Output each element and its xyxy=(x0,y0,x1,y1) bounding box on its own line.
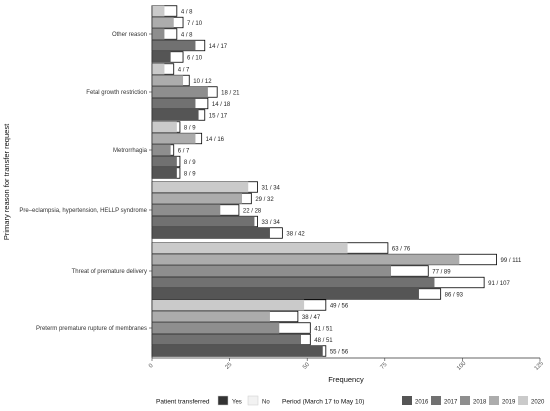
bar-transferred xyxy=(152,63,165,75)
legend-swatch xyxy=(431,396,441,405)
bar-value-label: 49 / 56 xyxy=(330,304,349,310)
bar-transferred xyxy=(152,109,199,121)
bar-value-label: 29 / 32 xyxy=(255,197,274,203)
bar-value-label: 6 / 10 xyxy=(187,56,203,62)
bar-value-label: 18 / 21 xyxy=(221,91,240,97)
x-tick-label: 50 xyxy=(302,361,311,370)
legend-swatch xyxy=(247,395,259,406)
bar-transferred xyxy=(152,288,419,300)
y-axis-ticks: Other reason Fetal growth restriction Metr… xyxy=(19,32,152,332)
bar-transferred xyxy=(152,345,323,357)
bar-transferred xyxy=(152,265,392,277)
legend-period-items: 2016 2017 2018 2019 2020 xyxy=(402,396,545,406)
bar-value-label: 14 / 18 xyxy=(212,102,231,108)
bars-layer xyxy=(151,5,497,357)
legend-swatch xyxy=(489,396,499,405)
bar-transferred xyxy=(152,299,305,311)
bar-transferred xyxy=(152,75,184,86)
legend-label: Yes xyxy=(232,400,242,406)
bar-value-label: 99 / 111 xyxy=(501,258,522,264)
bar-value-label: 8 / 9 xyxy=(184,126,196,132)
bar-transferred xyxy=(152,51,171,63)
legend-transferred-title: Patient transferred xyxy=(156,399,210,406)
bar-value-label: 86 / 93 xyxy=(445,293,464,299)
legend-label: 2019 xyxy=(502,400,516,406)
bar-value-label: 14 / 16 xyxy=(206,137,225,143)
bar-transferred xyxy=(152,277,435,288)
bar-value-label: 6 / 7 xyxy=(178,149,190,155)
legend-transferred-items: Yes No xyxy=(217,395,270,406)
bar-transferred xyxy=(152,86,208,98)
bar-transferred xyxy=(152,181,249,193)
y-tick-label: Other reason xyxy=(112,32,147,38)
bar-value-label: 77 / 89 xyxy=(432,270,451,276)
bar-value-label: 33 / 34 xyxy=(262,220,281,226)
bar-transferred xyxy=(152,5,165,17)
bar-value-label: 48 / 51 xyxy=(314,338,333,344)
bar-transferred xyxy=(152,311,270,322)
bar-value-label: 10 / 12 xyxy=(193,79,212,85)
x-tick-label: 100 xyxy=(456,360,468,372)
legend: Patient transferred Yes No Period (March … xyxy=(156,395,545,406)
bar-value-label: 55 / 56 xyxy=(330,350,349,356)
bar-transferred xyxy=(152,40,196,51)
x-tick-label: 25 xyxy=(224,361,233,370)
bar-value-label: 41 / 51 xyxy=(314,327,333,333)
bar-value-label: 31 / 34 xyxy=(262,186,281,192)
y-tick-label: Preterm premature rupture of membranes xyxy=(36,326,147,332)
legend-swatch xyxy=(217,395,229,406)
bar-transferred xyxy=(152,133,196,144)
legend-swatch xyxy=(460,396,470,405)
bar-value-label: 7 / 10 xyxy=(187,21,203,27)
bar-value-label: 22 / 28 xyxy=(243,209,262,215)
legend-label: 2020 xyxy=(531,400,545,406)
bar-value-label: 4 / 8 xyxy=(181,10,193,16)
bar-transferred xyxy=(152,322,280,334)
y-axis-title: Primary reason for transfer request xyxy=(2,123,11,240)
bar-value-label: 14 / 17 xyxy=(209,44,228,50)
legend-label: No xyxy=(262,400,270,406)
x-axis-ticks: 0 25 50 75 100 125 xyxy=(148,358,545,372)
bar-transferred xyxy=(152,17,174,28)
x-axis-title: Frequency xyxy=(328,375,364,384)
bar-transferred xyxy=(152,334,301,345)
bar-transferred xyxy=(152,121,177,133)
x-tick-label: 75 xyxy=(380,361,389,370)
bar-value-label: 63 / 76 xyxy=(392,247,411,253)
bar-value-label: 38 / 42 xyxy=(286,232,305,238)
legend-label: 2016 xyxy=(415,400,429,406)
bar-value-label: 91 / 107 xyxy=(488,281,510,287)
bar-value-label: 15 / 17 xyxy=(209,114,228,120)
bar-transferred xyxy=(152,98,196,109)
bar-value-label: 4 / 8 xyxy=(181,33,193,39)
bar-transferred xyxy=(152,144,171,156)
bar-value-label: 8 / 9 xyxy=(184,172,196,178)
y-tick-label: Pre–eclampsia, hypertension, HELLP syndr… xyxy=(19,208,147,214)
y-tick-label: Metrorrhagia xyxy=(113,148,148,154)
bar-value-label: 38 / 47 xyxy=(302,315,321,321)
bar-transferred xyxy=(152,28,165,40)
bar-transferred xyxy=(152,242,348,254)
bar-transferred xyxy=(152,227,270,239)
legend-swatch xyxy=(518,396,528,405)
bar-transferred xyxy=(152,167,177,179)
bar-transferred xyxy=(152,156,177,167)
y-tick-label: Threat of premature delivery xyxy=(72,269,147,275)
legend-label: 2018 xyxy=(473,400,487,406)
x-tick-label: 125 xyxy=(534,360,546,372)
bar-transferred xyxy=(152,204,221,216)
y-tick-label: Fetal growth restriction xyxy=(86,90,147,96)
bar-transferred xyxy=(152,254,460,265)
bar-transferred xyxy=(152,193,243,204)
bar-transferred xyxy=(152,216,255,227)
legend-swatch xyxy=(402,396,412,405)
bar-value-label: 4 / 7 xyxy=(178,68,190,74)
value-labels-layer: 4 / 8 7 / 10 4 / 8 14 / 17 6 / 10 4 / 710 / 1… xyxy=(178,10,522,356)
bar-value-label: 8 / 9 xyxy=(184,160,196,166)
x-tick-label: 0 xyxy=(148,363,155,370)
legend-label: 2017 xyxy=(444,400,458,406)
legend-period-title: Period (March 17 to May 10) xyxy=(282,399,364,406)
